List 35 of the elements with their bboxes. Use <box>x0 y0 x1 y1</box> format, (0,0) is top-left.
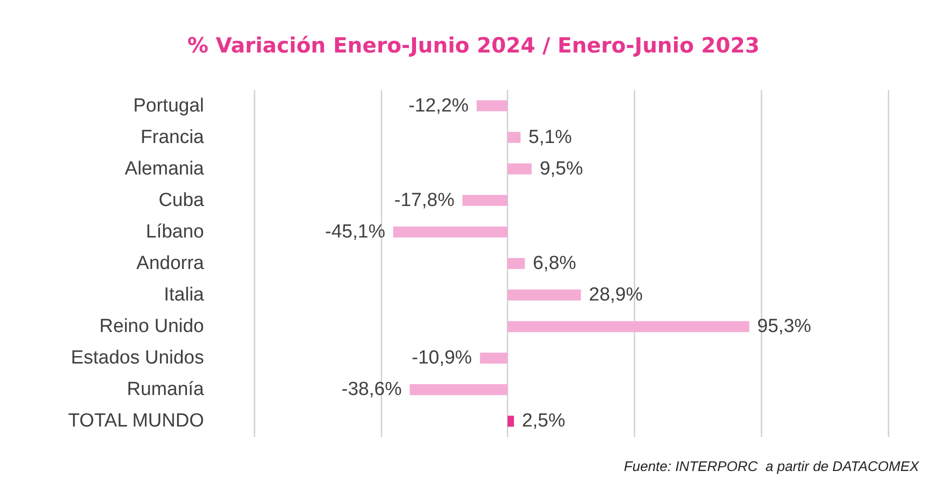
bar <box>508 132 521 143</box>
y-tick-label: Reino Unido <box>99 316 204 338</box>
source-note: Fuente: INTERPORC a partir de DATACOMEX <box>624 458 920 474</box>
bar <box>508 416 514 427</box>
y-tick-label: Francia <box>140 126 204 148</box>
data-label: -12,2% <box>408 95 469 116</box>
bar <box>508 321 750 332</box>
data-label: -17,8% <box>394 190 455 211</box>
y-tick-label: Portugal <box>133 95 204 116</box>
data-label: -10,9% <box>412 348 472 369</box>
bar <box>480 352 508 364</box>
data-label: 6,8% <box>532 253 576 274</box>
data-label: -45,1% <box>325 221 386 242</box>
y-tick-label: Líbano <box>146 221 204 242</box>
chart-title: % Variación Enero-Junio 2024 / Enero-Junio 2023 <box>187 34 760 58</box>
data-label: 2,5% <box>522 410 566 432</box>
bar <box>410 384 508 396</box>
bar <box>476 100 508 112</box>
y-tick-label: TOTAL MUNDO <box>68 410 204 432</box>
y-tick-label: Alemania <box>124 158 204 180</box>
y-tick-label: Italia <box>164 284 204 306</box>
bar <box>393 226 508 238</box>
bar <box>462 194 508 206</box>
data-label: 95,3% <box>757 316 812 338</box>
bar <box>508 290 581 301</box>
data-label: 5,1% <box>528 126 572 148</box>
data-label: -38,6% <box>342 379 402 400</box>
y-tick-label: Cuba <box>158 190 204 211</box>
y-tick-label: Estados Unidos <box>70 348 204 369</box>
data-label: 28,9% <box>588 284 643 306</box>
bar <box>508 163 532 174</box>
data-label: 9,5% <box>540 158 584 180</box>
bar <box>508 258 525 269</box>
y-tick-label: Andorra <box>136 253 204 274</box>
y-tick-label: Rumanía <box>126 379 204 400</box>
